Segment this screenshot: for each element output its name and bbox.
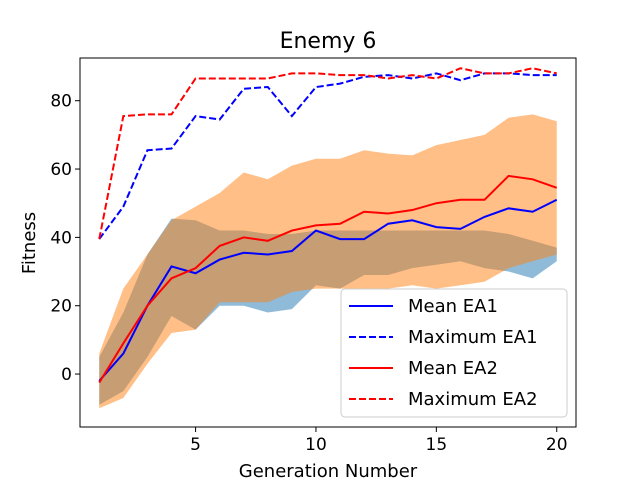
legend-label-maximum-ea1: Maximum EA1 (408, 327, 538, 348)
mean-ea1-line (98, 198, 558, 382)
x-tick-label: 15 (426, 435, 448, 455)
x-tick-label: 5 (190, 435, 201, 455)
x-axis-ticks: 5 10 15 20 (190, 427, 568, 455)
y-axis-label: Fitness (19, 212, 40, 274)
legend: Mean EA1 Maximum EA1 Mean EA2 Maximum EA2 (340, 288, 568, 418)
legend-label-maximum-ea2: Maximum EA2 (408, 389, 538, 410)
y-axis-ticks: 0 20 40 60 80 (50, 92, 80, 385)
y-tick-label: 20 (50, 297, 72, 317)
chart-title: Enemy 6 (280, 29, 377, 54)
legend-label-mean-ea2: Mean EA2 (408, 358, 498, 379)
mean-ea2-line (98, 174, 558, 384)
spread-bands (99, 114, 557, 409)
x-axis-label: Generation Number (239, 461, 418, 480)
maximum-ea1-line (98, 72, 557, 240)
plot-frame (79, 57, 577, 428)
legend-label-mean-ea1: Mean EA1 (408, 296, 498, 317)
series-lines (98, 67, 558, 384)
maximum-ea2-line (98, 67, 557, 240)
x-tick-label: 20 (546, 435, 568, 455)
y-tick-label: 60 (50, 160, 72, 180)
ea2-spread-band (99, 114, 557, 409)
y-tick-label: 80 (50, 92, 72, 112)
y-tick-label: 0 (61, 365, 72, 385)
y-tick-label: 40 (50, 228, 72, 248)
legend-box (340, 288, 568, 418)
x-tick-label: 10 (305, 435, 327, 455)
